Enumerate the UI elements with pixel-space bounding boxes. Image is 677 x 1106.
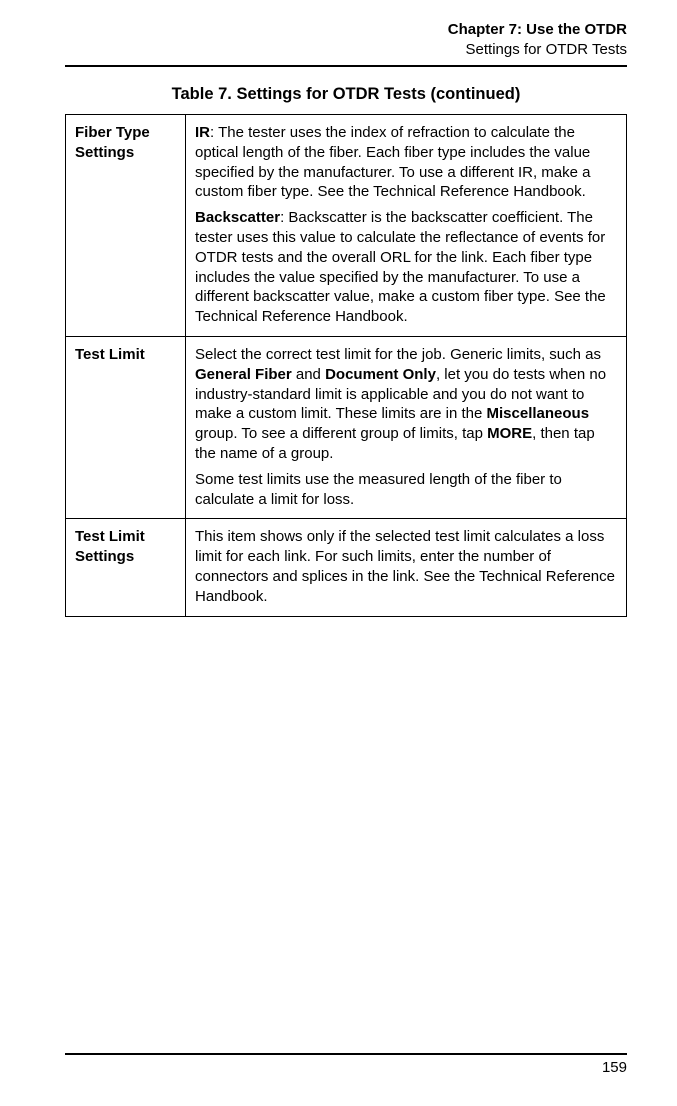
paragraph: Select the correct test limit for the jo… (195, 345, 617, 464)
settings-table: Fiber Type Settings IR: The tester uses … (65, 114, 627, 617)
table-title: Table 7. Settings for OTDR Tests (contin… (65, 85, 627, 104)
text: Select the correct test limit for the jo… (195, 346, 601, 363)
paragraph: Some test limits use the measured length… (195, 470, 617, 510)
bold-term: IR (195, 124, 210, 141)
page-number: 159 (65, 1059, 627, 1076)
paragraph: This item shows only if the selected tes… (195, 527, 617, 606)
bold-term: MORE (487, 425, 532, 442)
paragraph: Backscatter: Backscatter is the backscat… (195, 208, 617, 327)
row-content: This item shows only if the selected tes… (186, 519, 627, 616)
bold-term: Document Only (325, 366, 436, 383)
text: : The tester uses the index of refractio… (195, 124, 591, 200)
page-header: Chapter 7: Use the OTDR Settings for OTD… (65, 20, 627, 59)
page-footer: 159 (65, 1053, 627, 1076)
header-section: Settings for OTDR Tests (65, 40, 627, 60)
table-row: Fiber Type Settings IR: The tester uses … (66, 115, 627, 337)
text: : Backscatter is the backscatter coeffic… (195, 209, 606, 325)
row-content: IR: The tester uses the index of refract… (186, 115, 627, 337)
table-row: Test Limit Select the correct test limit… (66, 336, 627, 518)
footer-rule (65, 1053, 627, 1055)
text: and (292, 366, 325, 383)
bold-term: Miscellaneous (487, 405, 590, 422)
row-label: Test Limit (66, 336, 186, 518)
text: group. To see a different group of limit… (195, 425, 487, 442)
header-chapter: Chapter 7: Use the OTDR (65, 20, 627, 40)
row-label: Test Limit Settings (66, 519, 186, 616)
header-rule (65, 65, 627, 67)
page: Chapter 7: Use the OTDR Settings for OTD… (0, 0, 677, 1106)
row-content: Select the correct test limit for the jo… (186, 336, 627, 518)
table-row: Test Limit Settings This item shows only… (66, 519, 627, 616)
row-label: Fiber Type Settings (66, 115, 186, 337)
paragraph: IR: The tester uses the index of refract… (195, 123, 617, 202)
bold-term: Backscatter (195, 209, 280, 226)
bold-term: General Fiber (195, 366, 292, 383)
